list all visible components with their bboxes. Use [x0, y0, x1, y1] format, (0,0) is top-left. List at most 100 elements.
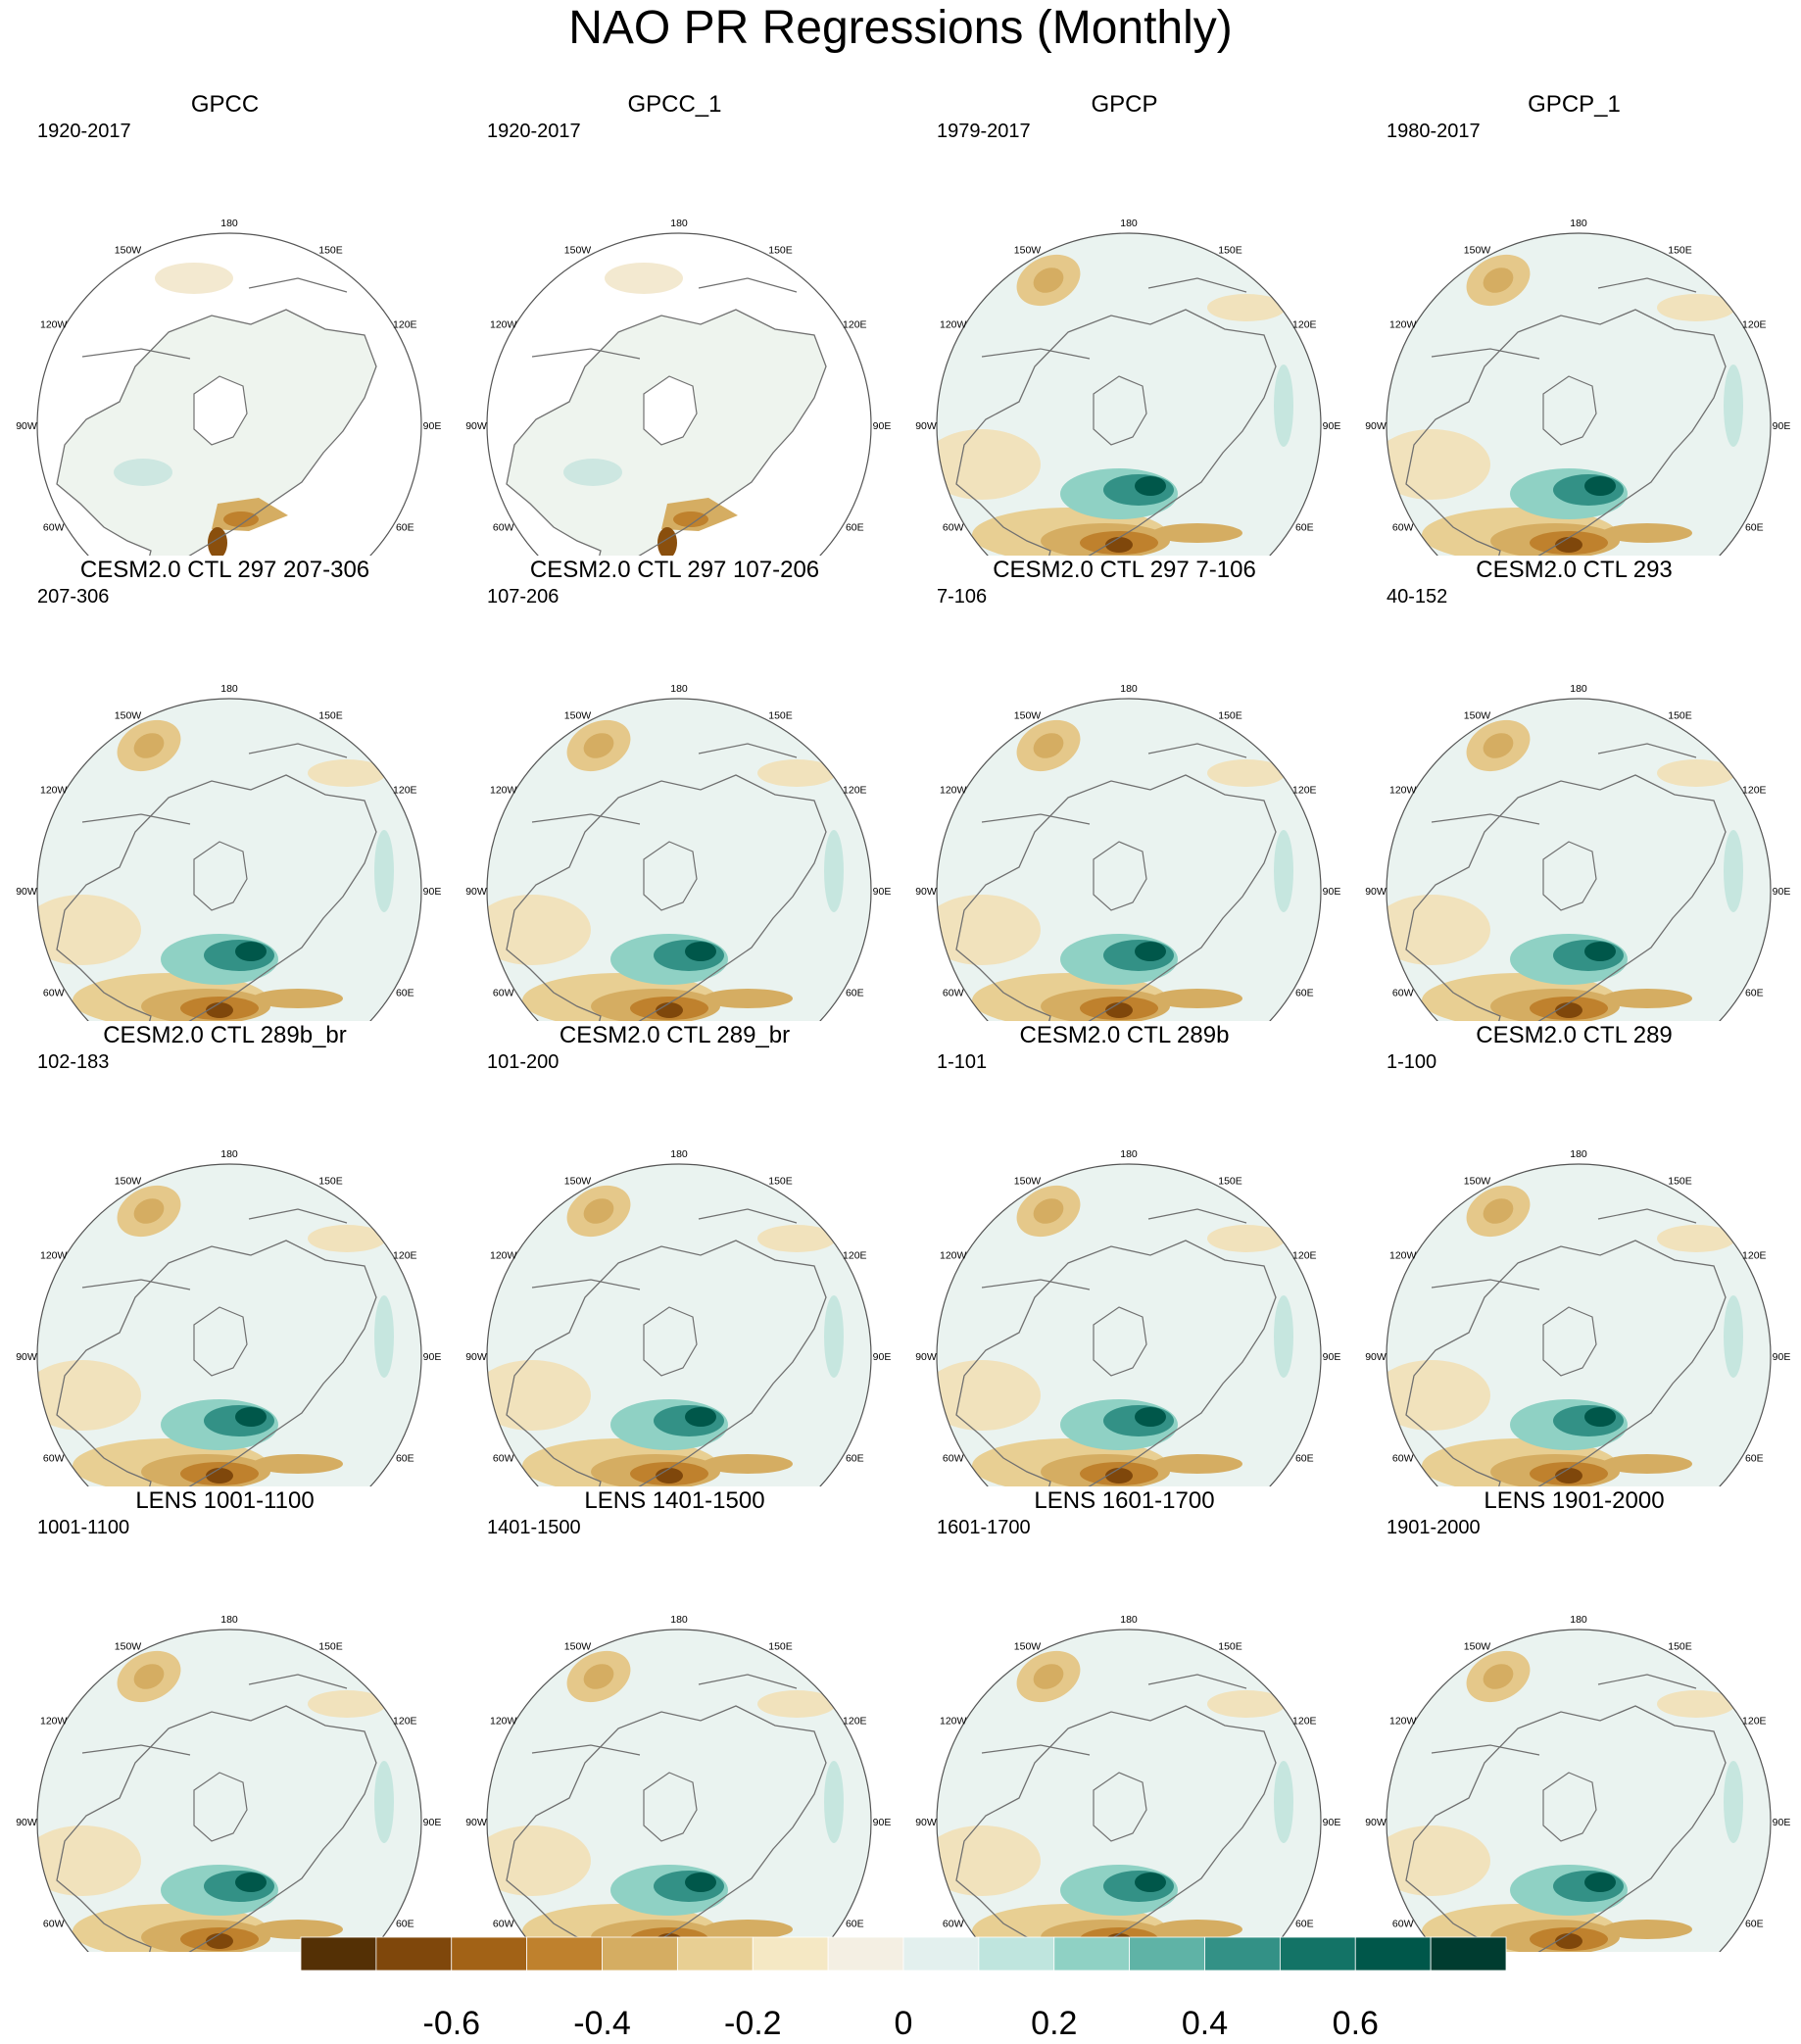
map-panel: CESM2.0 CTL 297 207-306 180 150E 120E 90E 60E… [0, 556, 450, 1021]
longitude-label: 60W [943, 1919, 964, 1930]
longitude-label: 150W [115, 1641, 142, 1653]
longitude-label: 150W [1014, 710, 1042, 722]
longitude-label: 60W [943, 988, 964, 999]
longitude-label: 150W [1014, 1641, 1042, 1653]
longitude-label: 90W [915, 420, 937, 432]
longitude-label: 120W [940, 785, 967, 797]
longitude-label: 180 [670, 1148, 688, 1160]
longitude-label: 150E [1218, 1176, 1242, 1188]
panel-period: 1901-2000 [1387, 1517, 1481, 1538]
map-projection: 180150E120E90E60E30E030W60W90W120W150W [1365, 1148, 1790, 1486]
longitude-label: 90W [1365, 1351, 1387, 1363]
longitude-label: 90E [1323, 1351, 1341, 1363]
longitude-label: 150W [1464, 1641, 1491, 1653]
longitude-label: 120E [393, 1716, 417, 1728]
longitude-label: 60E [1295, 522, 1314, 534]
polar-map: 180150E120E90E60E30E030W60W90W120W150W [1365, 218, 1790, 556]
longitude-label: 150E [1218, 245, 1242, 257]
map-panel: GPCC 180150E120E90E60E30E030W60W90W120W15… [0, 90, 450, 556]
panel-period: 1-101 [937, 1051, 988, 1073]
map-panel: CESM2.0 CTL 289_br180150E120E90E60E30E03… [450, 1021, 900, 1486]
panel-title: GPCC [190, 91, 260, 118]
longitude-label: 60W [1392, 1453, 1414, 1465]
longitude-label: 90E [423, 1817, 442, 1828]
longitude-label: 60E [1745, 1919, 1764, 1930]
longitude-label: 180 [670, 1614, 688, 1626]
longitude-label: 60E [1745, 988, 1764, 999]
longitude-label: 180 [1570, 1614, 1587, 1626]
panel-title: LENS 1601-1700 [1034, 1487, 1215, 1514]
longitude-label: 150E [768, 1641, 793, 1653]
longitude-label: 60W [1392, 522, 1414, 534]
polar-map: 180150E120E90E60E30E030W60W90W120W150W [915, 1614, 1340, 1952]
map-projection: 180150E120E90E60E30E030W60W90W120W150W [465, 1614, 891, 1952]
longitude-label: 90E [1773, 1351, 1791, 1363]
longitude-label: 120E [393, 785, 417, 797]
longitude-label: 90W [915, 1351, 937, 1363]
longitude-label: 120W [1389, 1716, 1417, 1728]
map-projection: 180150E120E90E60E30E030W60W90W120W150W [465, 683, 891, 1021]
longitude-label: 180 [1570, 1148, 1587, 1160]
longitude-label: 150E [768, 710, 793, 722]
longitude-label: 120E [843, 319, 867, 331]
polar-map: 180150E120E90E60E30E030W60W90W120W150W [915, 1148, 1341, 1486]
longitude-label: 120W [40, 1716, 68, 1728]
longitude-label: 90E [873, 420, 892, 432]
map-panel: LENS 1601-1700180150E120E90E60E30E030W60… [900, 1486, 1349, 1952]
longitude-label: 60W [493, 1453, 514, 1465]
longitude-label: 90W [915, 886, 937, 898]
longitude-label: 180 [1120, 683, 1138, 695]
longitude-label: 180 [1120, 1148, 1138, 1160]
longitude-label: 120W [40, 785, 68, 797]
panel-title: CESM2.0 CTL 289b_br [103, 1022, 347, 1048]
longitude-label: 60W [43, 1453, 65, 1465]
map-projection: 180150E120E90E60E30E030W60W90W120W150W [915, 1614, 1340, 1952]
panel-period: 40-152 [1387, 586, 1448, 608]
longitude-label: 150W [1464, 710, 1491, 722]
longitude-label: 60W [493, 522, 514, 534]
panel-period: 1001-1100 [37, 1517, 130, 1538]
map-panel: GPCP180150E120E90E60E30E030W60W90W120W15… [900, 90, 1349, 556]
longitude-label: 180 [220, 1148, 238, 1160]
longitude-label: 60W [1392, 1919, 1414, 1930]
panel-title: GPCC_1 [627, 91, 722, 118]
longitude-label: 60E [1745, 1453, 1764, 1465]
map-panel: LENS 1901-2000180150E120E90E60E30E030W60… [1349, 1486, 1799, 1952]
longitude-label: 60E [1745, 522, 1764, 534]
longitude-label: 180 [1570, 218, 1587, 229]
longitude-label: 180 [220, 1614, 238, 1626]
longitude-label: 180 [1570, 683, 1587, 695]
longitude-label: 60W [943, 522, 964, 534]
map-panel: CESM2.0 CTL 297 107-206 180 150E 120E 90E 60E… [450, 556, 900, 1021]
longitude-label: 60E [396, 1453, 414, 1465]
longitude-label: 120E [1292, 1716, 1317, 1728]
longitude-label: 60E [396, 522, 414, 534]
longitude-label: 120E [1292, 319, 1317, 331]
longitude-label: 90E [873, 886, 892, 898]
longitude-label: 90E [873, 1351, 892, 1363]
longitude-label: 60E [846, 1453, 864, 1465]
longitude-label: 150W [1014, 1176, 1042, 1188]
longitude-label: 150W [564, 1641, 592, 1653]
longitude-label: 120E [1292, 785, 1317, 797]
map-panel: GPCC_1180150E120E90E60E30E030W60W90W120W… [450, 90, 900, 556]
polar-map: 180150E120E90E60E30E030W60W90W120W150W [16, 683, 441, 1021]
panel-title: GPCP [1091, 91, 1158, 118]
polar-map: 180150E120E90E60E30E030W60W90W120W150W [16, 218, 441, 556]
polar-map: 180150E120E90E60E30E030W60W90W120W150W [1365, 1614, 1790, 1952]
longitude-label: 90E [1323, 1817, 1341, 1828]
longitude-label: 150W [1464, 1176, 1491, 1188]
longitude-label: 60E [1295, 988, 1314, 999]
longitude-label: 90W [16, 886, 37, 898]
polar-map: 180150E120E90E60E30E030W60W90W120W150W [1365, 683, 1791, 1021]
map-panel: LENS 1001-1100180150E120E90E60E30E030W60… [0, 1486, 450, 1952]
polar-map: 180150E120E90E60E30E030W60W90W120W150W [465, 1148, 892, 1486]
longitude-label: 150E [1668, 710, 1692, 722]
longitude-label: 150W [564, 245, 592, 257]
panel-title: LENS 1401-1500 [584, 1487, 765, 1514]
panel-period: 1920-2017 [37, 121, 131, 142]
longitude-label: 120W [1389, 319, 1417, 331]
longitude-label: 90W [1365, 1817, 1387, 1828]
panel-title: CESM2.0 CTL 289_br [559, 1022, 791, 1048]
longitude-label: 90E [1773, 886, 1791, 898]
